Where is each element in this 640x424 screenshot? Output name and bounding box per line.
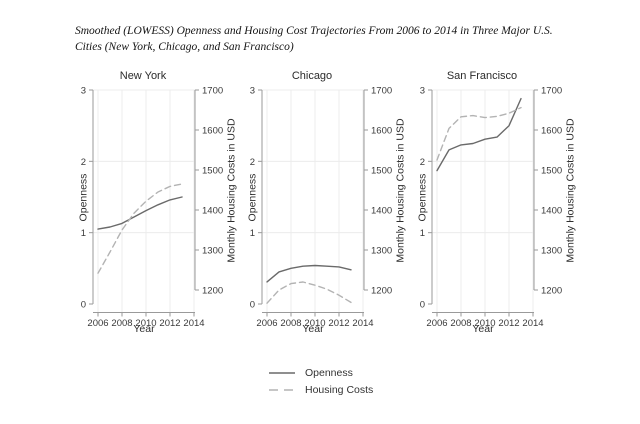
y-axis-label-openness: Openness xyxy=(416,173,429,222)
left-tick-label: 3 xyxy=(250,86,255,97)
right-tick-label: 1700 xyxy=(371,86,392,97)
right-tick-label: 1600 xyxy=(371,126,392,137)
right-tick-label: 1700 xyxy=(202,86,223,97)
x-tick-label: 2008 xyxy=(280,318,301,329)
dashed-line-swatch xyxy=(269,388,295,391)
x-tick-label: 2014 xyxy=(183,318,204,329)
panel-chicago: Chicago 2006 2008 2010 2012 2014 0 1 2 3 1200 1300… xyxy=(217,70,407,350)
right-tick-label: 1200 xyxy=(541,286,562,297)
new-york-plot: 2006 2008 2010 2012 2014 0 1 2 3 1200 1300 1400 1500… xyxy=(81,86,223,330)
figure-title: Smoothed (LOWESS) Openness and Housing C… xyxy=(75,25,553,53)
x-tick-label: 2012 xyxy=(328,318,349,329)
x-axis-label-year: Year xyxy=(302,323,324,335)
x-tick-label: 2010 xyxy=(304,318,325,329)
panel-title-new-york: New York xyxy=(119,70,167,82)
x-axis-label-year: Year xyxy=(472,323,494,335)
solid-line-swatch xyxy=(269,371,295,374)
panel-new-york: New York 2006 2008 2010 2012 2014 0 1 2 3 1200 130… xyxy=(48,70,238,350)
legend-label-housing: Housing Costs xyxy=(305,383,374,396)
x-tick-label: 2008 xyxy=(450,318,471,329)
right-tick-label: 1700 xyxy=(541,86,562,97)
right-tick-label: 1400 xyxy=(371,206,392,217)
y-axis-label-openness: Openness xyxy=(246,173,259,222)
right-tick-label: 1600 xyxy=(541,126,562,137)
left-tick-label: 0 xyxy=(250,300,255,311)
legend-item-openness: Openness xyxy=(268,364,373,381)
right-tick-label: 1300 xyxy=(541,246,562,257)
right-tick-label: 1400 xyxy=(541,206,562,217)
right-tick-label: 1500 xyxy=(541,166,562,177)
x-tick-label: 2008 xyxy=(111,318,132,329)
legend: Openness Housing Costs xyxy=(268,364,373,398)
left-tick-label: 3 xyxy=(420,86,425,97)
left-tick-label: 0 xyxy=(81,300,86,311)
x-tick-label: 2014 xyxy=(522,318,543,329)
left-tick-label: 1 xyxy=(81,228,86,239)
y-axis-label-housing: Monthly Housing Costs in USD xyxy=(564,118,577,263)
x-tick-label: 2006 xyxy=(426,318,447,329)
x-tick-label: 2010 xyxy=(474,318,495,329)
right-tick-label: 1200 xyxy=(202,286,223,297)
x-tick-label: 2012 xyxy=(498,318,519,329)
chicago-plot: 2006 2008 2010 2012 2014 0 1 2 3 1200 1300 1400 1500… xyxy=(250,86,392,330)
legend-label-openness: Openness xyxy=(305,366,353,379)
y-axis-label-openness: Openness xyxy=(77,173,90,222)
panel-title-chicago: Chicago xyxy=(291,70,333,82)
left-tick-label: 3 xyxy=(81,86,86,97)
right-tick-label: 1300 xyxy=(371,246,392,257)
right-tick-label: 1600 xyxy=(202,126,223,137)
x-tick-label: 2014 xyxy=(352,318,373,329)
legend-item-housing: Housing Costs xyxy=(268,381,373,398)
panel-title-san-francisco: San Francisco xyxy=(446,70,518,82)
right-tick-label: 1300 xyxy=(202,246,223,257)
x-tick-label: 2012 xyxy=(159,318,180,329)
right-tick-label: 1400 xyxy=(202,206,223,217)
x-tick-label: 2006 xyxy=(256,318,277,329)
openness-line xyxy=(97,196,183,230)
openness-line xyxy=(436,97,522,172)
housing-costs-line xyxy=(436,106,522,161)
housing-costs-line xyxy=(97,183,183,274)
openness-line xyxy=(266,264,352,283)
left-tick-label: 2 xyxy=(420,157,425,168)
x-axis-label-year: Year xyxy=(133,323,155,335)
right-tick-label: 1200 xyxy=(371,286,392,297)
housing-costs-line xyxy=(266,281,352,304)
x-tick-label: 2006 xyxy=(87,318,108,329)
left-tick-label: 1 xyxy=(420,228,425,239)
left-tick-label: 1 xyxy=(250,228,255,239)
left-tick-label: 2 xyxy=(250,157,255,168)
x-tick-label: 2010 xyxy=(135,318,156,329)
san-francisco-plot: 2006 2008 2010 2012 2014 0 1 2 3 1200 1300 1400 1500… xyxy=(420,86,562,330)
panel-san-francisco: San Francisco 2006 2008 2010 2012 2014 0 1 2 3 12… xyxy=(387,70,577,350)
right-tick-label: 1500 xyxy=(371,166,392,177)
left-tick-label: 0 xyxy=(420,300,425,311)
left-tick-label: 2 xyxy=(81,157,86,168)
right-tick-label: 1500 xyxy=(202,166,223,177)
